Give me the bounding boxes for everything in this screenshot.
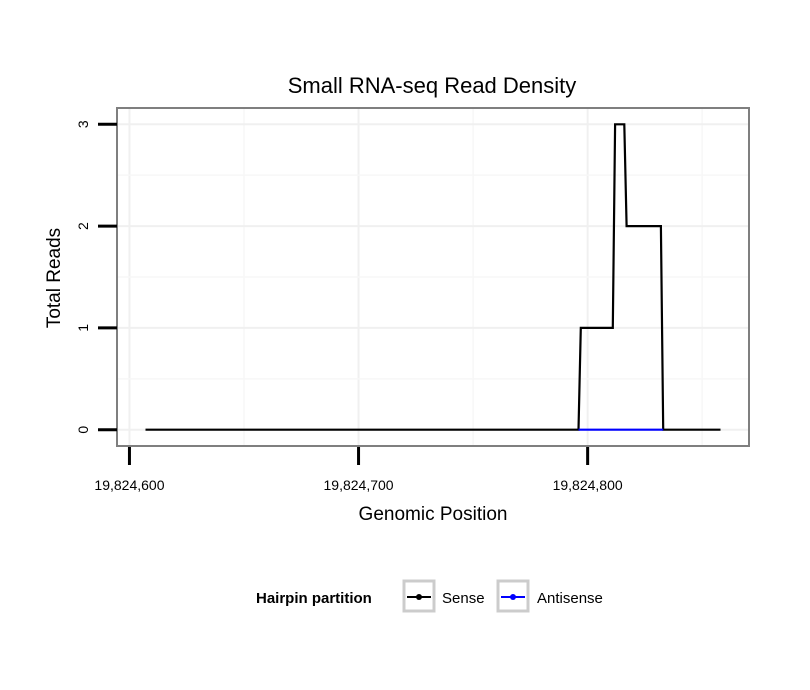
series-layer bbox=[145, 123, 721, 431]
grid-lines bbox=[118, 109, 748, 445]
y-axis: 0 1 2 3 bbox=[75, 120, 117, 434]
legend-label-sense: Sense bbox=[442, 590, 485, 607]
legend-key-sense-point bbox=[416, 594, 422, 600]
legend: Hairpin partition Sense Antisense bbox=[256, 579, 603, 613]
y-tick-label-3: 3 bbox=[75, 120, 91, 128]
chart-title: Small RNA-seq Read Density bbox=[288, 73, 577, 98]
plot-panel-border bbox=[116, 107, 750, 447]
x-axis-title: Genomic Position bbox=[359, 504, 508, 525]
y-tick-label-2: 2 bbox=[75, 222, 91, 230]
series-line-sense bbox=[145, 123, 721, 431]
x-tick-label-19824800: 19,824,800 bbox=[553, 477, 623, 493]
x-axis: 19,824,600 19,824,700 19,824,800 bbox=[94, 447, 623, 493]
y-axis-title: Total Reads bbox=[44, 228, 65, 328]
legend-title: Hairpin partition bbox=[256, 590, 372, 607]
legend-label-antisense: Antisense bbox=[537, 590, 603, 607]
y-tick-label-1: 1 bbox=[75, 324, 91, 332]
y-tick-label-0: 0 bbox=[75, 426, 91, 434]
x-tick-label-19824600: 19,824,600 bbox=[94, 477, 164, 493]
legend-key-antisense-point bbox=[510, 594, 516, 600]
x-tick-label-19824700: 19,824,700 bbox=[324, 477, 394, 493]
